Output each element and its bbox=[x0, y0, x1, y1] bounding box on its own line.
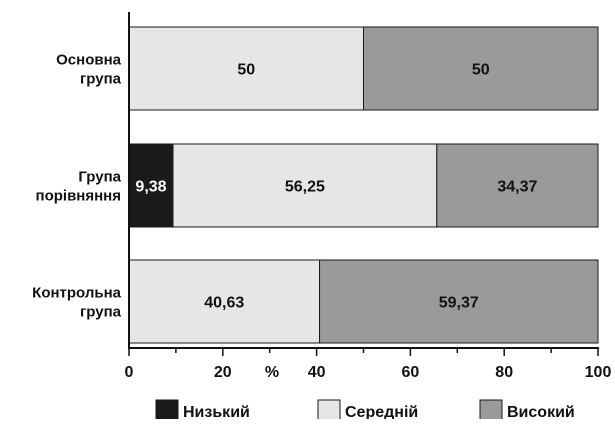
data-label-3-2: 40,63 bbox=[204, 295, 244, 312]
x-tick-label-20: 20 bbox=[214, 364, 232, 381]
bar-segment-1-3 bbox=[363, 26, 599, 111]
bar-segment-2-2 bbox=[172, 143, 438, 228]
data-label-2-2: 56,25 bbox=[285, 179, 325, 196]
legend-label-3: Високий bbox=[507, 404, 575, 419]
legend-label-2: Середній bbox=[345, 404, 418, 419]
legend-swatch-3 bbox=[479, 399, 503, 421]
category-label-1-line-1: Основна bbox=[56, 52, 122, 69]
category-label-2-line-1: Група bbox=[78, 169, 121, 186]
bar-segment-2-3 bbox=[436, 143, 599, 228]
bar-segment-3-2 bbox=[128, 259, 321, 344]
x-tick-label-0: 0 bbox=[125, 364, 134, 381]
x-axis-unit: % bbox=[265, 364, 279, 381]
x-tick-label-80: 80 bbox=[495, 364, 513, 381]
category-label-3-line-1: Контрольна bbox=[32, 285, 121, 302]
data-label-1-2: 50 bbox=[237, 62, 255, 79]
data-label-1-3: 50 bbox=[472, 62, 490, 79]
legend-label-1: Низький bbox=[183, 404, 250, 419]
category-label-1-line-2: група bbox=[80, 71, 122, 88]
x-tick-label-100: 100 bbox=[585, 364, 612, 381]
labels-layer: 50 50 Основна група 9,38 56,25 34,37 Група порів… bbox=[32, 52, 537, 321]
legend: Низький Середній Високий bbox=[155, 399, 575, 421]
category-label-3-line-2: група bbox=[80, 304, 122, 321]
bar-segment-1-2 bbox=[128, 26, 364, 111]
data-label-2-1: 9,38 bbox=[135, 179, 166, 196]
legend-swatch-2 bbox=[317, 399, 341, 421]
x-tick-label-60: 60 bbox=[402, 364, 420, 381]
category-label-2-line-2: порівняння bbox=[36, 188, 121, 205]
data-label-2-3: 34,37 bbox=[497, 179, 537, 196]
bar-segment-3-3 bbox=[319, 259, 599, 344]
bar-segment-2-1 bbox=[128, 143, 174, 228]
bars-layer bbox=[128, 26, 599, 344]
axis-layer: 0 20 40 60 80 100% bbox=[125, 12, 612, 381]
x-tick-label-40: 40 bbox=[308, 364, 326, 381]
legend-swatch-1 bbox=[155, 399, 179, 421]
data-label-3-3: 59,37 bbox=[439, 295, 479, 312]
